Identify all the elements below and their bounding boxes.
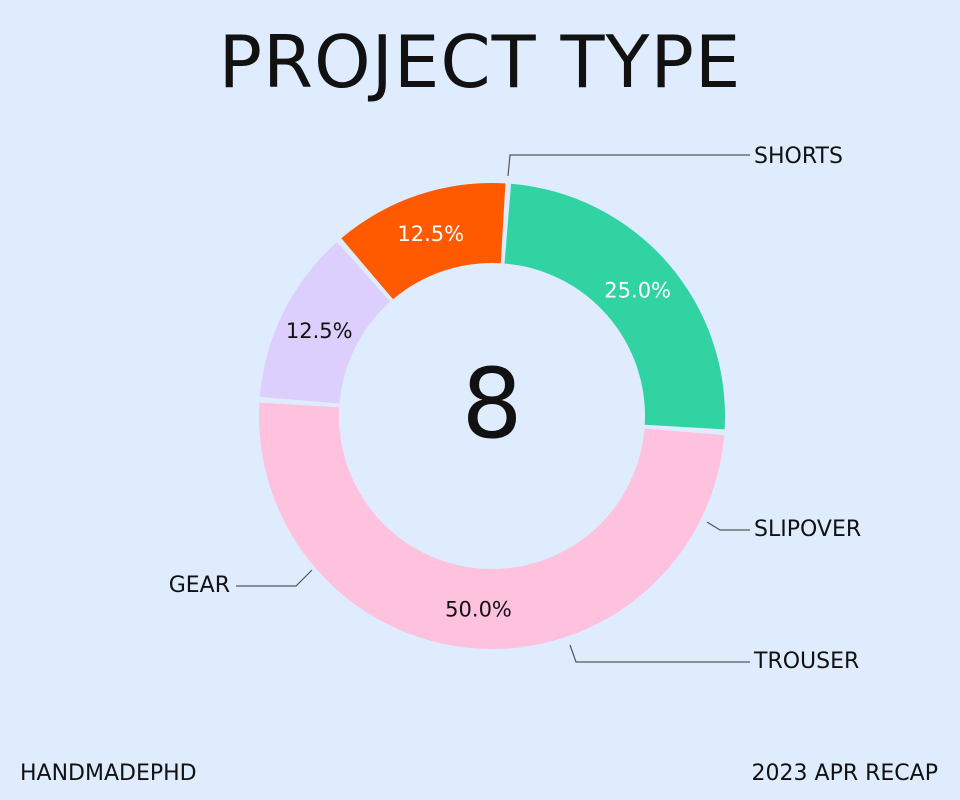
footer-period: 2023 APR RECAP [751,761,938,786]
category-label-trouser: TROUSER [753,649,859,674]
slice-slipover [259,242,391,404]
category-label-slipover: SLIPOVER [754,517,861,542]
percent-label-shorts: 50.0% [445,598,512,622]
category-label-shorts: SHORTS [754,144,843,169]
percent-label-trouser: 12.5% [397,222,464,246]
footer-brand: HANDMADEPHD [20,761,197,786]
slice-trouser [341,182,506,300]
leader-line-shorts [507,154,750,177]
percent-label-gear: 25.0% [604,278,671,302]
center-total-label: 8 [461,348,522,460]
category-label-gear: GEAR [169,573,230,598]
slice-gear [504,183,725,430]
chart-title: PROJECT TYPE [218,20,742,104]
slice-shorts [259,402,725,649]
leader-line-slipover [706,521,750,531]
leader-line-gear [236,569,313,587]
leader-line-trouser [569,644,750,663]
percent-label-slipover: 12.5% [286,319,353,343]
